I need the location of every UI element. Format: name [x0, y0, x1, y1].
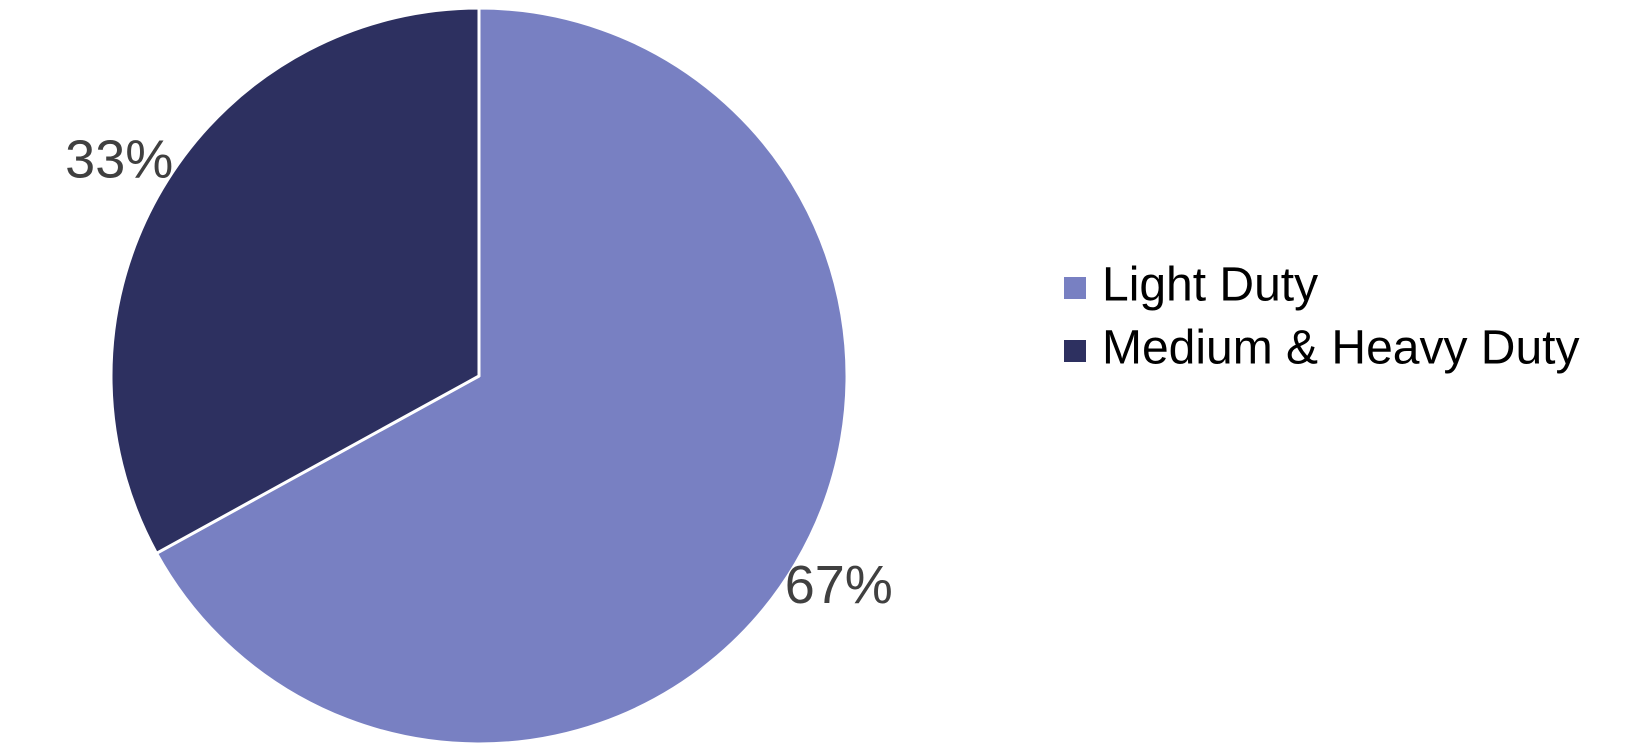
legend-label: Light Duty	[1102, 259, 1318, 312]
legend: Light Duty Medium & Heavy Duty	[1064, 259, 1580, 375]
data-labels-layer: 67% 33%	[65, 129, 893, 615]
legend-label: Medium & Heavy Duty	[1102, 322, 1580, 375]
pie-slice-medium-and-heavy-duty	[109, 6, 481, 555]
legend-item-light-duty: Light Duty	[1064, 259, 1318, 312]
data-label-light-duty: 67%	[785, 555, 893, 615]
slices-layer	[109, 6, 849, 746]
legend-item-medium-and-heavy-duty: Medium & Heavy Duty	[1064, 322, 1580, 375]
pie-slice-light-duty	[155, 6, 849, 746]
legend-swatch	[1064, 277, 1086, 299]
legend-swatch	[1064, 340, 1086, 362]
data-label-medium-and-heavy-duty: 33%	[65, 129, 173, 189]
